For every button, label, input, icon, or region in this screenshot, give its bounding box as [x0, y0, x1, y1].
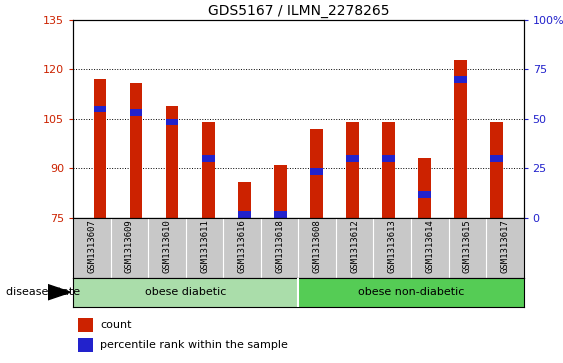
- Bar: [382, 155, 395, 162]
- Bar: [490, 155, 503, 162]
- Polygon shape: [48, 285, 70, 300]
- Bar: [238, 182, 251, 218]
- Text: GSM1313614: GSM1313614: [425, 220, 434, 273]
- Bar: [346, 122, 359, 218]
- Bar: [418, 158, 431, 218]
- Bar: [202, 122, 215, 218]
- Bar: [490, 122, 503, 218]
- Text: GSM1313613: GSM1313613: [388, 220, 397, 273]
- Text: GSM1313615: GSM1313615: [463, 220, 472, 273]
- Bar: [274, 211, 287, 218]
- Bar: [129, 83, 142, 218]
- Text: count: count: [100, 320, 132, 330]
- Bar: [274, 165, 287, 218]
- Text: obese non-diabetic: obese non-diabetic: [358, 287, 464, 297]
- Bar: [310, 129, 323, 218]
- Bar: [129, 109, 142, 115]
- Bar: [78, 318, 93, 332]
- Bar: [238, 211, 251, 218]
- Bar: [78, 338, 93, 352]
- Bar: [166, 119, 178, 126]
- Bar: [454, 60, 467, 218]
- Text: GSM1313610: GSM1313610: [163, 220, 172, 273]
- Bar: [93, 106, 106, 112]
- Bar: [346, 155, 359, 162]
- Bar: [382, 122, 395, 218]
- Text: GSM1313609: GSM1313609: [125, 220, 134, 273]
- Bar: [310, 168, 323, 175]
- Text: GSM1313616: GSM1313616: [238, 220, 247, 273]
- Text: percentile rank within the sample: percentile rank within the sample: [100, 340, 288, 350]
- Text: GSM1313608: GSM1313608: [312, 220, 321, 273]
- Bar: [298, 278, 524, 307]
- Bar: [73, 278, 298, 307]
- Text: disease state: disease state: [6, 287, 80, 297]
- Text: GSM1313617: GSM1313617: [501, 220, 510, 273]
- Bar: [418, 191, 431, 198]
- Text: GSM1313611: GSM1313611: [200, 220, 209, 273]
- Bar: [454, 76, 467, 83]
- Bar: [93, 79, 106, 218]
- Text: GSM1313618: GSM1313618: [275, 220, 284, 273]
- Bar: [166, 106, 178, 218]
- Text: obese diabetic: obese diabetic: [145, 287, 226, 297]
- Text: GSM1313607: GSM1313607: [87, 220, 96, 273]
- Text: GSM1313612: GSM1313612: [350, 220, 359, 273]
- Bar: [202, 155, 215, 162]
- Title: GDS5167 / ILMN_2278265: GDS5167 / ILMN_2278265: [208, 4, 389, 17]
